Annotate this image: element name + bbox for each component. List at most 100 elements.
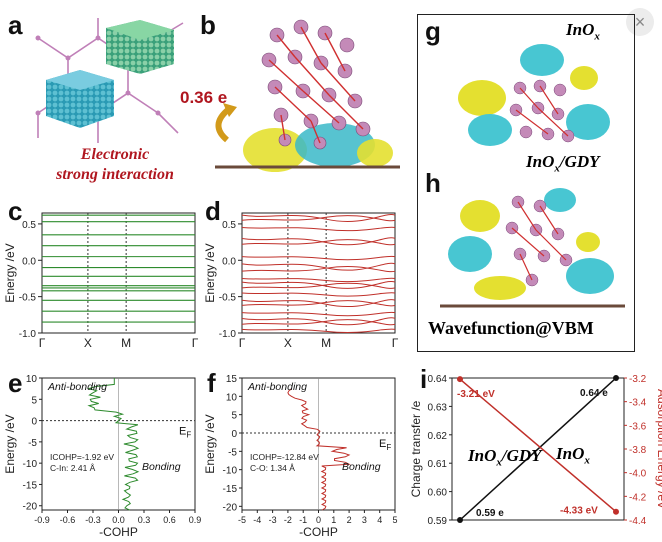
y-tick-label: 5 — [231, 411, 237, 422]
fermi-label: EF — [379, 438, 391, 452]
y-tick-label: -0.5 — [19, 293, 37, 304]
band-line — [241, 328, 396, 333]
panel-label-b: b — [200, 10, 216, 40]
band-line — [241, 299, 396, 308]
panel-label-g: g — [425, 16, 441, 46]
x-tick-label: X — [284, 336, 292, 350]
nanocube-illustration — [35, 18, 184, 143]
y-tick-label: 0 — [31, 417, 37, 428]
panel-label-h: h — [425, 168, 441, 198]
structure-b-illustration — [215, 19, 400, 172]
icohp-label: ICOHP=-1.92 eV — [50, 452, 114, 462]
x-tick-label: 0.0 — [112, 515, 125, 525]
y-tick-label: 15 — [226, 374, 238, 385]
y2-tick-label: -3.4 — [629, 398, 647, 409]
chart-category-label-2: InOx — [556, 444, 590, 467]
y2-tick-label: -4.0 — [629, 469, 647, 480]
cohp-plot-e: 10 5 0 -5 -10 -15 -20 -0.9 -0.6 -0.3 0.0 0.3 0.6 0.9 -… — [3, 374, 201, 539]
x-tick-label: -4 — [253, 515, 261, 525]
data-label: -3.21 eV — [457, 389, 495, 400]
x-tick-label: 0 — [316, 515, 321, 525]
y2-tick-label: -3.8 — [629, 445, 647, 456]
y-tick-label: -1.0 — [19, 329, 37, 340]
y-tick-label: -10 — [223, 466, 238, 477]
band-line — [241, 300, 396, 307]
wavefunction-h-illustration — [440, 188, 625, 308]
y-tick-label: 0.5 — [22, 220, 36, 231]
chart-category-label-1: InOx/GDY — [468, 446, 542, 469]
x-tick-label: X — [84, 336, 92, 350]
anti-bonding-label: Anti-bonding — [247, 381, 307, 393]
x-tick-label: Γ — [392, 336, 399, 350]
x-tick-label: -0.6 — [60, 515, 76, 525]
band-line — [241, 317, 396, 326]
y-axis-label: Energy /eV — [203, 243, 217, 302]
y2-tick-label: -3.6 — [629, 421, 647, 432]
y-tick-label: 0.0 — [222, 256, 236, 267]
y-tick-label: -5 — [28, 438, 37, 449]
panel-label-d: d — [205, 196, 221, 226]
band-line — [241, 239, 396, 246]
x-tick-label: M — [121, 336, 131, 350]
y-tick-label: 0.61 — [428, 459, 448, 470]
x-tick-label: 0.3 — [138, 515, 151, 525]
x-tick-label: -3 — [269, 515, 277, 525]
caption-line-2: strong interaction — [56, 166, 174, 183]
adsorption-energy-series-line — [459, 378, 617, 513]
y2-tick-label: -4.2 — [629, 492, 647, 503]
x-tick-label: -5 — [238, 515, 246, 525]
wavefunction-label: Wavefunction@VBM — [428, 318, 594, 338]
wavefunction-box — [417, 14, 635, 352]
y-tick-label: -10 — [23, 459, 38, 470]
anti-bonding-label: Anti-bonding — [47, 381, 107, 393]
close-icon[interactable]: × — [626, 8, 654, 36]
band-line — [241, 215, 396, 222]
band-line — [241, 237, 396, 246]
x-tick-label: 0.9 — [189, 515, 202, 525]
cohp-curve — [86, 378, 140, 511]
y-tick-label: 0.63 — [428, 402, 448, 413]
x-tick-label: -1 — [299, 515, 307, 525]
panel-label-f: f — [207, 368, 216, 398]
charge-transfer-label: 0.36 e — [180, 88, 228, 107]
x-tick-label: 2 — [347, 515, 352, 525]
icohp-label: ICOHP=-12.84 eV — [250, 452, 319, 462]
data-label: -4.33 eV — [560, 506, 598, 517]
y2-axis-label: Adsorption Energy /eV — [655, 389, 662, 509]
band-line — [241, 277, 396, 283]
x-axis-label: -COHP — [99, 525, 138, 539]
band-line — [241, 311, 396, 317]
y-tick-label: 10 — [226, 392, 238, 403]
x-tick-label: 3 — [362, 515, 367, 525]
data-label: 0.59 e — [476, 508, 504, 519]
y-axis-label: Energy /eV — [203, 414, 217, 473]
x-tick-label: Γ — [39, 336, 46, 350]
y-tick-label: -0.5 — [219, 293, 237, 304]
charge-transfer-point — [613, 375, 619, 381]
wavefunction-g-illustration — [458, 44, 610, 146]
y-tick-label: 0 — [231, 429, 237, 440]
y-tick-label: 10 — [26, 374, 38, 385]
y-tick-label: 5 — [31, 395, 37, 406]
bonding-label: Bonding — [342, 461, 381, 473]
charge-transfer-series-line — [459, 377, 617, 521]
y-tick-label: -5 — [228, 447, 237, 458]
panel-label-i: i — [420, 364, 428, 394]
y-tick-label: -20 — [23, 502, 38, 513]
x-tick-label: Γ — [239, 336, 246, 350]
x-axis-label: -COHP — [299, 525, 338, 539]
y-tick-label: 0.64 — [428, 374, 448, 385]
panel-label-e: e — [8, 368, 23, 398]
band-line — [241, 292, 396, 297]
data-label: 0.64 e — [580, 388, 608, 399]
x-tick-label: -2 — [284, 515, 292, 525]
bonding-label: Bonding — [142, 461, 181, 473]
y-tick-label: -20 — [223, 502, 238, 513]
bond-length-label: C-O: 1.34 Å — [250, 463, 295, 473]
charge-adsorption-chart: 0.64 0.63 0.62 0.61 0.60 0.59 -3.2 -3.4 -3.6 -3.8… — [410, 374, 662, 527]
plot-frame — [241, 212, 396, 334]
fermi-label: EF — [179, 426, 191, 440]
